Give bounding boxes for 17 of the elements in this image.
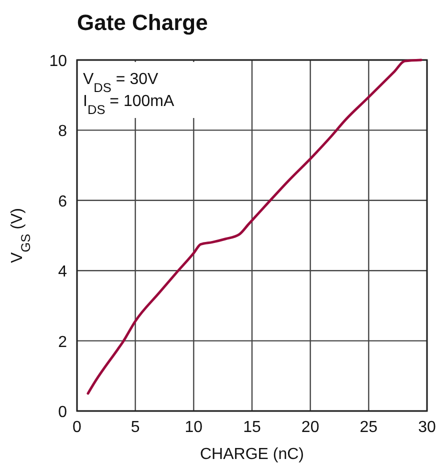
x-tick-label: 5 [130, 419, 140, 436]
y-tick-label: 6 [58, 193, 68, 210]
y-tick-label: 10 [49, 53, 68, 70]
y-tick-label: 8 [58, 123, 68, 140]
x-tick-label: 10 [184, 419, 203, 436]
y-tick-label: 2 [58, 334, 68, 351]
x-tick-label: 25 [360, 419, 378, 436]
x-tick-label: 15 [243, 419, 261, 436]
x-tick-label: 30 [418, 419, 436, 436]
x-tick-label: 20 [301, 419, 320, 436]
x-tick-label: 0 [72, 419, 82, 436]
x-axis-title: CHARGE (nC) [200, 446, 304, 463]
y-tick-label: 0 [58, 404, 68, 421]
y-tick-label: 4 [58, 264, 68, 281]
annotation: V$_{DS}$ = 30V [83, 71, 158, 94]
annotation: I$_{DS}$ = 100mA [83, 93, 174, 116]
chart-title: Gate Charge [77, 10, 208, 35]
